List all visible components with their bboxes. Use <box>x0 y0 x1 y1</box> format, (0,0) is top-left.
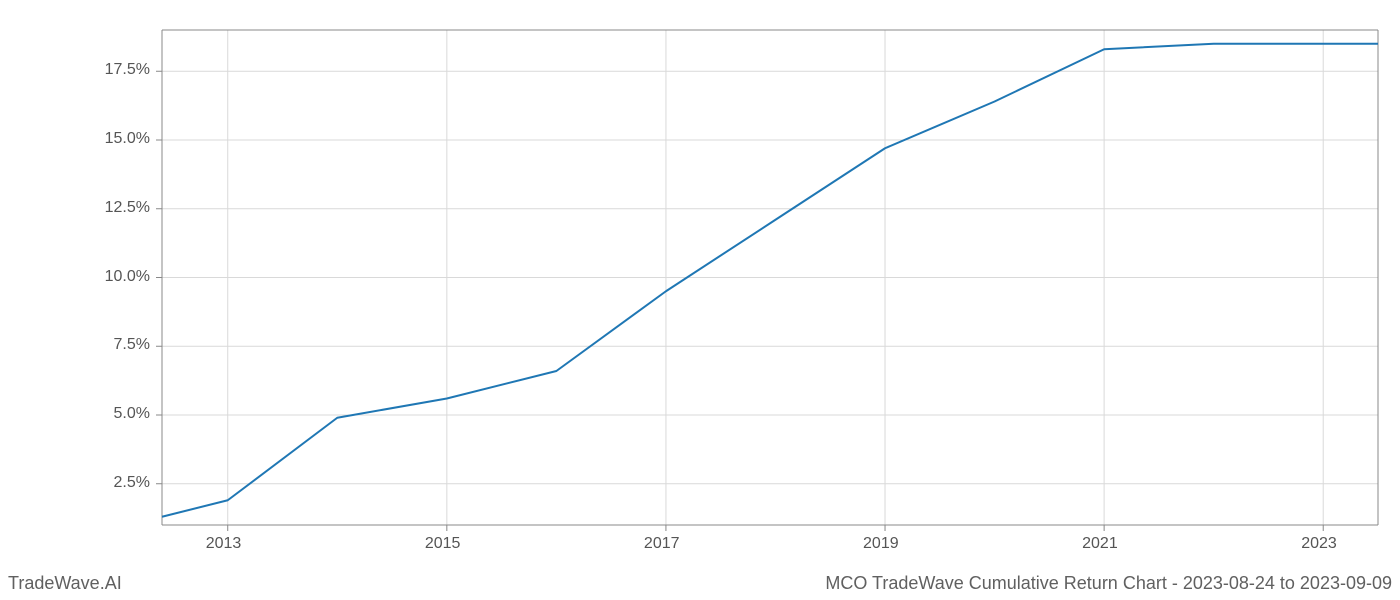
y-tick-label: 12.5% <box>105 199 150 217</box>
y-tick-label: 7.5% <box>114 336 150 354</box>
y-tick-label: 5.0% <box>114 405 150 423</box>
x-tick-label: 2021 <box>1082 535 1118 553</box>
line-chart-svg <box>0 0 1400 600</box>
footer-brand: TradeWave.AI <box>8 573 122 594</box>
footer-caption: MCO TradeWave Cumulative Return Chart - … <box>825 573 1392 594</box>
x-tick-label: 2013 <box>206 535 242 553</box>
return-line <box>162 44 1378 517</box>
y-tick-label: 15.0% <box>105 130 150 148</box>
x-tick-label: 2015 <box>425 535 461 553</box>
y-tick-label: 17.5% <box>105 61 150 79</box>
x-tick-label: 2019 <box>863 535 899 553</box>
x-tick-label: 2017 <box>644 535 680 553</box>
y-tick-label: 10.0% <box>105 268 150 286</box>
x-tick-label: 2023 <box>1301 535 1337 553</box>
y-tick-label: 2.5% <box>114 474 150 492</box>
chart-container: 2013 2015 2017 2019 2021 2023 2.5% 5.0% 7.5% 10.… <box>0 0 1400 600</box>
